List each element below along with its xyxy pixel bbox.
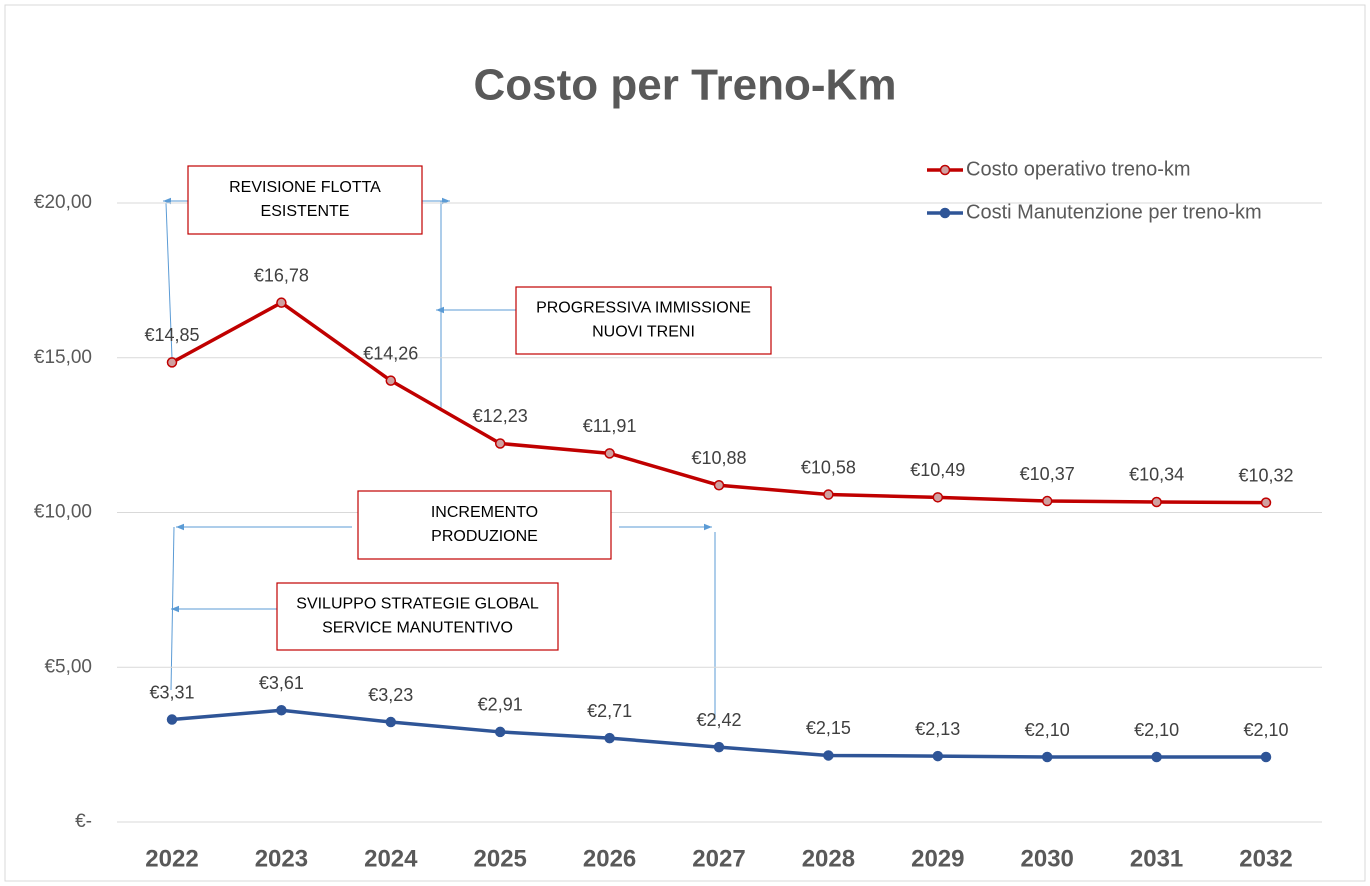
y-tick-label: €15,00 [34,347,92,368]
x-tick-label: 2027 [692,845,745,872]
marker [932,492,944,503]
marker [1151,496,1162,508]
marker [494,438,506,449]
grid [117,202,1322,823]
marker [276,297,287,308]
data-label: €11,91 [583,416,637,436]
data-label: €3,61 [259,673,304,693]
marker [1151,751,1162,763]
annotation-text: SVILUPPO STRATEGIE GLOBAL [296,596,539,613]
annotation-box [276,582,559,651]
legend-marker [939,164,951,176]
annotation-text: PROGRESSIVA IMMISSIONE [536,300,751,317]
data-label: €3,31 [149,682,194,702]
x-tick-label: 2025 [474,845,527,872]
data-label: €2,71 [587,701,632,721]
x-tick-label: 2029 [911,845,964,872]
marker [1260,751,1272,763]
x-tick-label: 2022 [145,845,198,872]
marker [604,732,615,744]
annotation-text: SERVICE MANUTENTIVO [322,620,513,637]
data-label: €12,23 [473,406,528,426]
data-label: €3,23 [368,685,413,705]
annotation-box [357,490,612,560]
marker [166,357,178,368]
chart-border [4,4,1366,882]
y-tick-label: €10,00 [34,502,92,523]
annotation-text: PRODUZIONE [431,528,538,545]
data-label: €2,10 [1134,720,1179,740]
legend-marker [939,207,951,219]
data-label: €2,91 [478,695,523,715]
x-tick-label: 2032 [1239,845,1292,872]
marker [385,716,397,728]
y-tick-label: €5,00 [44,656,92,677]
data-label: €10,32 [1238,465,1293,485]
x-tick-label: 2028 [802,845,855,872]
marker [166,714,178,725]
data-label: €10,49 [910,460,965,480]
data-label: €2,15 [806,718,851,738]
chart-title: Costo per Treno-Km [474,61,897,110]
marker [1041,751,1053,763]
y-tick-label: €20,00 [34,192,92,213]
x-tick-label: 2024 [364,845,418,872]
data-label: €2,42 [696,710,741,730]
marker [604,448,615,459]
data-label: €10,37 [1020,464,1075,484]
data-label: €10,34 [1129,465,1184,485]
marker [494,726,506,738]
annotation-text: ESISTENTE [261,203,350,220]
annotation-box [187,165,423,235]
marker [276,705,287,716]
annotation-text: REVISIONE FLOTTA [229,179,381,196]
marker [1041,495,1053,507]
marker [823,489,834,500]
annotation-text: NUOVI TRENI [592,324,695,341]
x-tick-label: 2023 [255,845,308,872]
annotation-arrows [163,197,716,720]
annotation-box [515,286,772,355]
data-label: €2,10 [1243,720,1288,740]
legend-label: Costo operativo treno-km [966,158,1191,180]
data-label: €2,13 [915,719,960,739]
marker [932,750,944,762]
annotation-text: INCREMENTO [431,504,538,521]
data-label: €2,10 [1025,720,1070,740]
data-label: €14,85 [144,325,199,345]
data-label: €14,26 [363,343,418,363]
data-label: €10,88 [691,448,746,468]
legend-label: Costi Manutenzione per treno-km [966,201,1262,223]
data-label: €10,58 [801,457,856,477]
data-label: €16,78 [254,265,309,285]
x-tick-label: 2030 [1021,845,1074,872]
marker [385,375,397,386]
x-tick-label: 2026 [583,845,636,872]
marker [823,750,834,761]
marker [1260,497,1272,508]
marker [713,741,725,753]
x-tick-label: 2031 [1130,845,1183,872]
y-tick-label: €- [75,811,92,832]
marker [713,480,725,491]
